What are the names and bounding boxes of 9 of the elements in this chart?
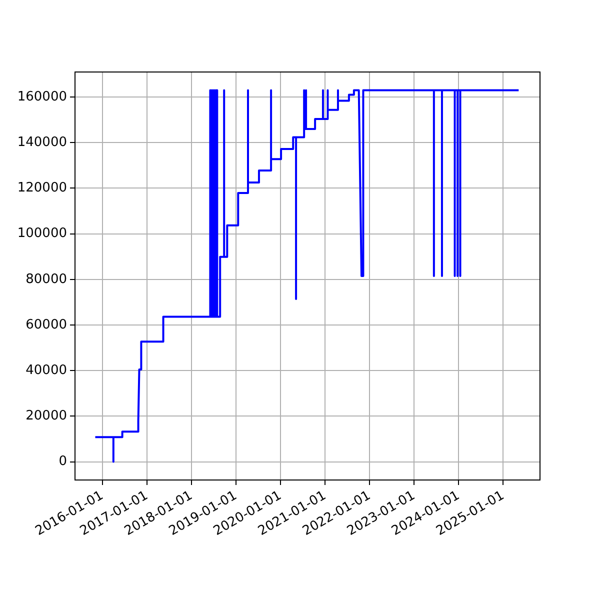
- y-tick-label: 120000: [17, 180, 67, 196]
- y-tick-label: 80000: [26, 272, 67, 287]
- y-tick-label: 40000: [26, 362, 67, 378]
- y-tick-label: 60000: [26, 317, 67, 332]
- y-tick-label: 100000: [17, 226, 67, 242]
- y-tick-label: 0: [58, 454, 67, 470]
- y-tick-label: 160000: [17, 89, 67, 104]
- y-tick-label: 20000: [26, 408, 67, 424]
- y-tick-label: 140000: [17, 135, 67, 150]
